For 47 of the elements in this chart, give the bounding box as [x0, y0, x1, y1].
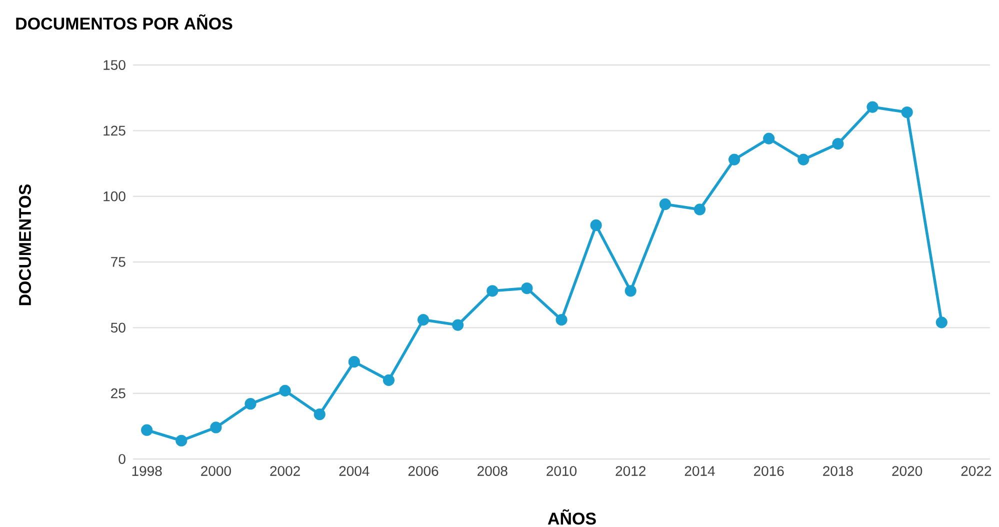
x-axis-title: AÑOS [548, 509, 596, 525]
point [866, 101, 878, 113]
point [728, 154, 740, 166]
y-tick-label: 100 [104, 191, 126, 202]
x-tick-label: 2000 [201, 466, 231, 476]
point [486, 285, 498, 297]
x-tick-label: 2010 [546, 466, 577, 476]
point [763, 132, 775, 144]
x-tick-label: 1998 [132, 466, 162, 476]
point [798, 154, 810, 166]
point [382, 374, 395, 386]
point [624, 285, 636, 297]
y-tick-label: 150 [104, 60, 126, 70]
point [452, 319, 464, 331]
y-tick-label: 0 [118, 454, 126, 464]
x-tick-label: 2018 [823, 466, 853, 476]
y-tick-label: 125 [104, 126, 126, 136]
x-tick-label: 2014 [684, 466, 715, 476]
point [314, 408, 326, 420]
x-tick-label: 2022 [961, 466, 992, 476]
x-tick-label: 2016 [754, 466, 784, 476]
y-tick-label: 50 [110, 322, 126, 333]
x-tick-label: 2020 [892, 466, 922, 476]
point [694, 204, 706, 216]
point [176, 434, 188, 446]
x-tick-label: 2012 [616, 466, 646, 476]
point [936, 316, 948, 328]
point [210, 422, 222, 434]
point [590, 219, 602, 232]
point [244, 398, 256, 410]
x-tick-label: 2002 [270, 466, 300, 476]
y-tick-label: 25 [111, 388, 126, 398]
point [279, 384, 291, 397]
point [556, 314, 568, 326]
chart-title: DOCUMENTOS POR AÑOS [16, 14, 232, 30]
point [521, 282, 533, 294]
y-axis-title: DOCUMENTOS [19, 184, 32, 306]
x-tick-label: 2004 [339, 466, 370, 476]
point [901, 106, 913, 118]
point [141, 424, 153, 436]
point [348, 356, 360, 368]
x-tick-label: 2006 [408, 466, 438, 476]
point [832, 138, 844, 150]
point [659, 198, 671, 210]
y-tick-label: 75 [111, 257, 126, 267]
point [417, 314, 430, 326]
x-tick-label: 2008 [478, 466, 508, 476]
